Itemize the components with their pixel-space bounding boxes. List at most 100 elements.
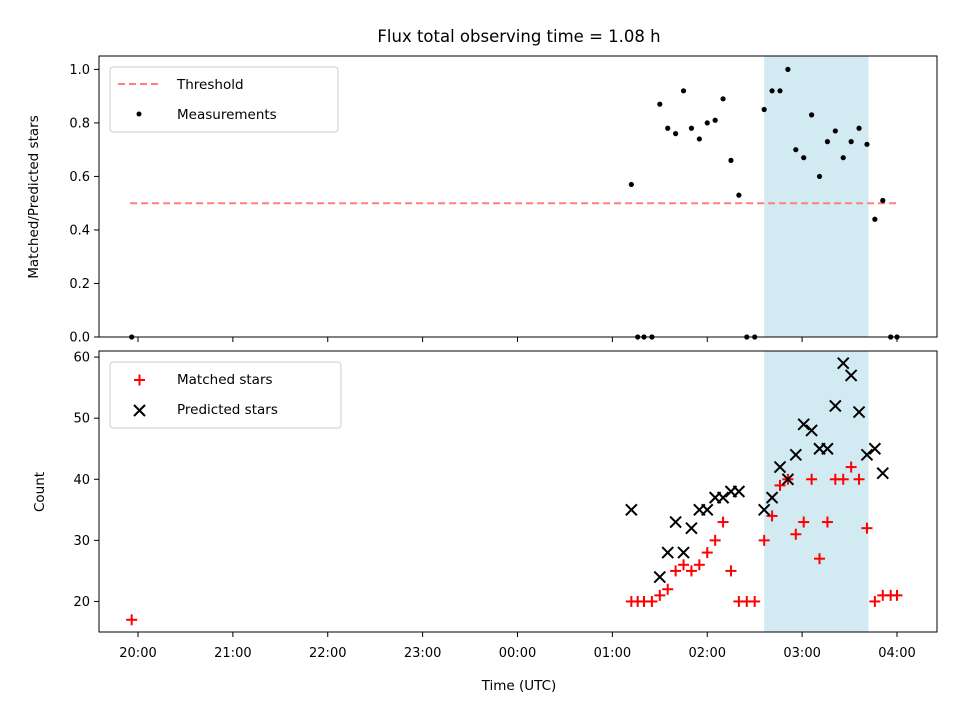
predicted-star-point <box>661 546 674 559</box>
matched-star-point <box>814 553 826 565</box>
bottom-highlight-span <box>764 351 869 632</box>
bottom-chart-frame <box>98 350 938 633</box>
matched-star-point <box>861 522 873 534</box>
measurement-point <box>816 173 823 180</box>
measurement-point <box>628 181 634 188</box>
bottom-y-tick-label: 60 <box>73 351 90 366</box>
legend-predicted-label: Predicted stars <box>177 402 278 418</box>
measurement-point <box>793 147 799 153</box>
legend-threshold-label: Threshold <box>176 77 244 93</box>
predicted-star-point <box>837 357 850 370</box>
x-tick-label: 01:00 <box>594 646 631 661</box>
predicted-star-point <box>789 448 803 462</box>
bottom-chart-panel: 20 30 40 50 60 20:00 21:00 22:00 23:00 00:00 01:00… <box>32 350 938 694</box>
predicted-star-point <box>701 503 714 517</box>
legend-matched-swatch <box>134 374 145 386</box>
matched-star-point <box>126 614 138 626</box>
top-legend: Threshold Measurements <box>109 66 339 133</box>
measurement-point <box>736 192 742 198</box>
predicted-star-point <box>757 503 771 517</box>
measurement-point <box>704 120 710 126</box>
matched-star-point <box>662 583 674 595</box>
x-axis-label: Time (UTC) <box>481 678 557 694</box>
x-tick-label: 03:00 <box>783 646 820 661</box>
predicted-star-point <box>669 515 682 529</box>
top-y-axis-label: Matched/Predicted stars <box>26 115 42 278</box>
predicted-star-point <box>685 521 698 535</box>
predicted-star-point <box>844 369 858 382</box>
bottom-y-axis-label: Count <box>32 472 48 512</box>
matched-star-point <box>701 547 713 559</box>
matched-star-point <box>774 479 786 491</box>
top-y-tick-label: 0.8 <box>69 116 90 131</box>
legend-matched-label: Matched stars <box>177 372 273 388</box>
predicted-star-point <box>732 485 746 498</box>
matched-star-point <box>725 565 737 577</box>
top-y-tick-label: 1.0 <box>69 63 90 78</box>
matched-star-point <box>717 516 729 528</box>
matched-star-point <box>758 534 770 546</box>
matched-star-point <box>646 595 658 607</box>
top-chart-title: Flux total observing time = 1.08 h <box>377 27 660 46</box>
measurement-point <box>824 139 831 145</box>
predicted-star-point <box>716 491 730 504</box>
measurement-point <box>712 117 718 123</box>
x-tick-label: 21:00 <box>214 646 251 661</box>
bottom-legend-box <box>109 361 342 429</box>
predicted-star-point <box>821 442 834 455</box>
measurement-point <box>856 125 862 131</box>
predicted-star-point <box>805 424 818 437</box>
matched-star-point <box>670 565 682 577</box>
measurement-point <box>880 197 886 204</box>
matched-star-point <box>693 559 705 571</box>
top-y-tick-label: 0.2 <box>69 277 90 292</box>
matched-star-point <box>654 589 666 601</box>
predicted-star-point <box>876 466 889 480</box>
measurement-point <box>720 96 726 102</box>
measurement-point <box>657 101 663 107</box>
measurement-point <box>673 131 679 137</box>
measurement-point <box>769 88 775 94</box>
measurement-point <box>864 141 870 147</box>
measurement-point <box>688 125 695 131</box>
measurement-point <box>801 155 807 161</box>
matched-star-point <box>678 559 690 571</box>
measurement-point <box>848 139 854 145</box>
measurement-point <box>680 88 687 94</box>
matched-star-point <box>749 595 761 607</box>
legend-measurements-swatch <box>136 111 142 117</box>
predicted-star-point <box>781 473 795 486</box>
legend-measurements-label: Measurements <box>177 107 277 123</box>
top-y-tick-label: 0.4 <box>69 223 90 238</box>
matched-star-point <box>869 595 881 607</box>
top-chart-frame <box>98 55 938 338</box>
matched-star-point <box>845 461 857 473</box>
predicted-star-point <box>773 460 787 474</box>
measurement-point <box>785 66 791 72</box>
measurement-point <box>840 155 846 161</box>
predicted-star-point <box>829 399 842 413</box>
matched-star-point <box>798 516 810 528</box>
matched-star-point <box>790 528 802 540</box>
measurement-point <box>761 106 767 113</box>
x-tick-label: 22:00 <box>309 646 346 661</box>
matched-star-point <box>891 589 903 601</box>
predicted-star-point <box>860 448 874 462</box>
matched-star-point <box>766 510 778 522</box>
x-tick-label: 04:00 <box>878 646 915 661</box>
matched-star-point <box>821 516 833 528</box>
predicted-star-point <box>852 405 866 419</box>
top-chart-panel: 0.0 0.2 0.4 0.6 0.8 1.0 Matched/Predicted sta… <box>26 55 938 346</box>
x-tick-label: 23:00 <box>404 646 441 661</box>
top-y-tick-label: 0.6 <box>69 170 90 185</box>
matched-star-point <box>685 565 697 577</box>
bottom-y-tick-label: 50 <box>73 412 90 427</box>
predicted-star-point <box>765 491 779 504</box>
bottom-legend: Matched stars Predicted stars <box>109 361 342 429</box>
measurement-point <box>832 128 838 134</box>
matched-star-point <box>853 473 865 485</box>
measurement-point <box>696 136 702 142</box>
measurement-point <box>728 157 734 163</box>
bottom-y-tick-label: 40 <box>73 473 90 488</box>
legend-predicted-swatch <box>133 404 146 417</box>
